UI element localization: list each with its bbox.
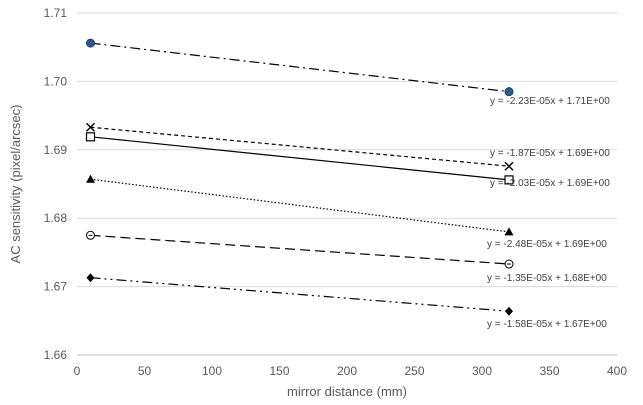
x-tick-label: 250 — [404, 364, 424, 378]
x-axis-title: mirror distance (mm) — [287, 384, 407, 399]
trendline — [90, 277, 510, 312]
data-point-open-circle — [86, 230, 95, 240]
series-6 — [86, 273, 513, 316]
y-tick-label: 1.69 — [44, 143, 68, 157]
x-tick-label: 0 — [74, 364, 81, 378]
data-point-diamond — [505, 306, 513, 316]
data-point-square — [85, 132, 96, 142]
trendline-equation: y = -2.03E-05x + 1.69E+00 — [490, 178, 610, 189]
data-point-triangle — [86, 174, 95, 183]
y-tick-label: 1.66 — [44, 348, 68, 362]
y-tick-label: 1.68 — [44, 211, 68, 225]
series-3 — [85, 132, 514, 185]
trendline-equation: y = -1.87E-05x + 1.69E+00 — [490, 148, 610, 159]
x-tick-label: 100 — [202, 364, 222, 378]
x-stroke — [504, 161, 514, 171]
y-tick-label: 1.67 — [44, 280, 68, 294]
series-2 — [86, 122, 514, 171]
trendline-labels: y = -2.23E-05x + 1.71E+00 y = -1.87E-05x … — [487, 96, 610, 330]
data-point-diamond — [86, 273, 95, 283]
tick-labels: 1.66 1.67 1.68 1.69 1.70 1.71 0 50 100 150 200 250 3… — [44, 6, 628, 378]
x-tick-label: 300 — [472, 364, 492, 378]
data-point-x — [504, 161, 514, 171]
trendline-equation: y = -1.58E-05x + 1.67E+00 — [487, 319, 607, 330]
x-tick-label: 400 — [607, 364, 627, 378]
data-point-triangle — [504, 227, 514, 236]
series-4 — [86, 174, 514, 236]
trendline — [90, 136, 510, 181]
trendline — [90, 42, 510, 93]
series-1 — [86, 38, 514, 97]
x-tick-label: 50 — [138, 364, 152, 378]
data-point-x — [86, 122, 95, 132]
trendline-equation: y = -2.23E-05x + 1.71E+00 — [490, 96, 610, 107]
y-axis-title: AC sensitivity (pixel/arcsec) — [8, 105, 23, 264]
data-point-circle — [504, 87, 514, 97]
data-point-square — [504, 175, 514, 185]
trendline — [90, 234, 510, 265]
x-stroke — [86, 122, 95, 132]
data-point-circle — [86, 38, 95, 48]
trendline — [90, 126, 510, 167]
y-tick-label: 1.71 — [44, 6, 68, 20]
x-tick-label: 350 — [539, 364, 559, 378]
gridlines — [77, 12, 617, 356]
trendline — [90, 178, 510, 233]
x-tick-label: 200 — [337, 364, 357, 378]
x-tick-label: 150 — [269, 364, 289, 378]
series-5 — [86, 230, 514, 269]
data-point-open-circle — [504, 259, 514, 269]
trendline-equation: y = -2.48E-05x + 1.69E+00 — [487, 239, 607, 250]
trendline-equation: y = -1.35E-05x + 1.68E+00 — [487, 273, 607, 284]
plot-area — [85, 38, 514, 316]
y-tick-label: 1.70 — [44, 74, 68, 88]
